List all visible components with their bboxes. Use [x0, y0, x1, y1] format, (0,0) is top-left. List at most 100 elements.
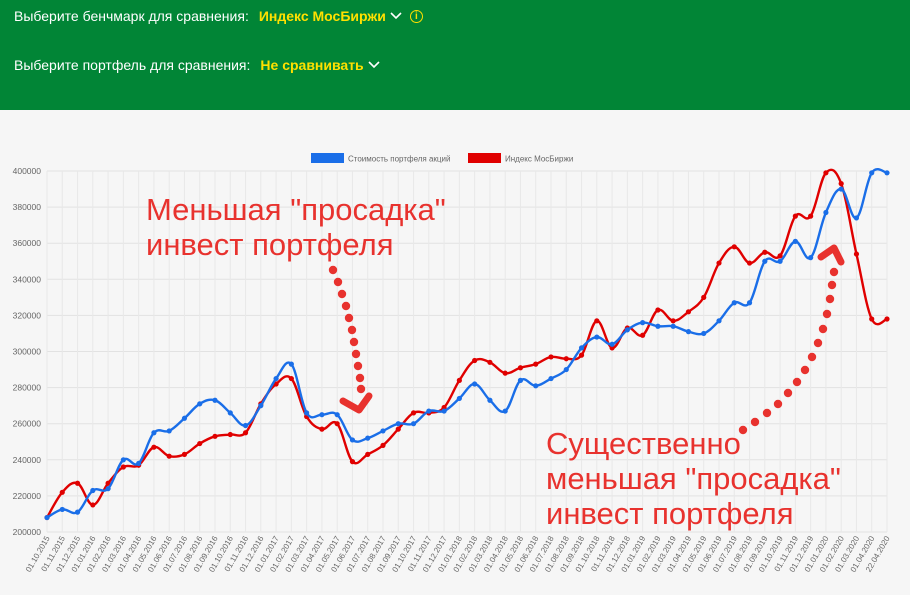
- data-point-portfolio: [105, 486, 111, 492]
- chevron-down-icon: [368, 61, 380, 69]
- data-point-index: [502, 370, 508, 376]
- annotation-top-line-1: Меньшая "просадка": [146, 192, 446, 227]
- data-point-portfolio: [624, 327, 630, 333]
- data-point-index: [456, 377, 462, 383]
- portfolio-row: Выберите портфель для сравнения: Не срав…: [14, 57, 380, 73]
- data-point-portfolio: [304, 410, 310, 416]
- y-tick-label: 200000: [13, 527, 42, 537]
- data-point-portfolio: [548, 375, 554, 382]
- arrow-head: [817, 244, 845, 266]
- data-point-portfolio: [44, 514, 50, 521]
- data-point-portfolio: [563, 366, 569, 373]
- arrow-dot: [750, 417, 760, 427]
- benchmark-select[interactable]: Индекс МосБиржи: [259, 8, 402, 24]
- portfolio-value: Не сравнивать: [260, 57, 364, 73]
- annotation-bottom-line-2: меньшая "просадка": [546, 461, 841, 496]
- chart-legend: Стоимость портфеля акций Индекс МосБиржи: [311, 153, 573, 164]
- data-point-index: [731, 244, 737, 250]
- arrow-dot: [341, 301, 351, 311]
- arrow-dot: [328, 265, 338, 275]
- y-tick-label: 280000: [13, 383, 42, 393]
- info-icon[interactable]: i: [409, 9, 423, 23]
- arrow-dot: [829, 267, 839, 277]
- data-point-portfolio: [517, 377, 524, 383]
- benchmark-value: Индекс МосБиржи: [258, 8, 386, 24]
- chart-area: 200000 220000 240000 260000 280000 300000 3200…: [0, 110, 910, 595]
- data-point-portfolio: [777, 258, 783, 264]
- data-point-index: [640, 332, 646, 338]
- data-point-index: [578, 352, 585, 358]
- data-point-index: [380, 442, 386, 448]
- y-tick-label: 320000: [13, 310, 42, 320]
- benchmark-row: Выберите бенчмарк для сравнения: Индекс …: [14, 8, 423, 24]
- data-point-index: [517, 365, 524, 371]
- annotation-arrows: [328, 244, 845, 435]
- data-point-portfolio: [869, 170, 875, 176]
- data-point-portfolio: [90, 487, 96, 494]
- data-point-portfolio: [594, 334, 600, 340]
- data-point-index: [105, 480, 111, 486]
- data-point-index: [472, 357, 478, 364]
- annotation-top-line-2: инвест портфеля: [146, 227, 394, 262]
- data-point-index: [242, 430, 249, 436]
- data-point-portfolio: [380, 428, 386, 434]
- data-point-index: [670, 318, 676, 324]
- data-point-portfolio: [197, 401, 203, 407]
- data-point-index: [716, 260, 722, 266]
- data-point-portfolio: [853, 215, 860, 221]
- arrow-dot: [353, 361, 363, 371]
- data-point-portfolio: [685, 329, 692, 335]
- data-point-portfolio: [136, 460, 142, 467]
- data-point-index: [746, 260, 753, 266]
- portfolio-select[interactable]: Не сравнивать: [260, 57, 380, 73]
- data-point-portfolio: [151, 430, 157, 436]
- arrow-dot: [792, 377, 802, 387]
- data-point-index: [838, 181, 844, 187]
- data-point-portfolio: [258, 403, 264, 409]
- arrow-dot: [351, 349, 361, 359]
- data-point-portfolio: [242, 422, 249, 429]
- arrow-dot: [349, 337, 359, 347]
- arrow-dot: [783, 388, 793, 398]
- data-point-portfolio: [334, 412, 340, 418]
- arrow-dot: [800, 365, 810, 375]
- data-point-index: [792, 213, 798, 219]
- data-point-portfolio: [441, 408, 447, 414]
- data-point-index: [288, 375, 294, 382]
- data-point-index: [441, 404, 447, 411]
- data-point-portfolio: [288, 361, 294, 367]
- arrow-dot: [333, 277, 343, 287]
- data-point-index: [884, 316, 890, 322]
- arrow-dot: [773, 399, 783, 409]
- y-tick-label: 260000: [13, 419, 42, 429]
- data-point-portfolio: [762, 258, 768, 264]
- data-point-index: [853, 251, 860, 257]
- chevron-down-icon: [390, 12, 402, 20]
- data-point-portfolio: [120, 457, 126, 463]
- data-point-index: [197, 440, 203, 447]
- data-point-index: [90, 502, 96, 508]
- data-point-index: [212, 433, 218, 439]
- data-point-portfolio: [181, 415, 188, 421]
- arrow-dot: [818, 324, 828, 334]
- data-point-index: [74, 480, 81, 486]
- y-tick-label: 380000: [13, 202, 42, 212]
- data-point-portfolio: [365, 435, 371, 441]
- data-point-portfolio: [838, 186, 844, 192]
- benchmark-label: Выберите бенчмарк для сравнения:: [14, 8, 249, 24]
- arrow-dot: [825, 294, 835, 304]
- chart-grid: [46, 170, 888, 533]
- data-point-index: [762, 249, 768, 255]
- data-point-portfolio: [640, 320, 646, 326]
- data-point-index: [655, 307, 661, 313]
- y-tick-label: 340000: [13, 274, 42, 284]
- data-point-portfolio: [670, 323, 676, 329]
- arrow-head: [339, 392, 373, 414]
- data-point-index: [701, 294, 707, 300]
- data-point-portfolio: [395, 421, 401, 427]
- data-point-portfolio: [746, 300, 753, 306]
- arrow-dot: [347, 325, 357, 335]
- data-point-portfolio: [609, 341, 615, 347]
- chart-series: [44, 168, 890, 521]
- y-axis: 200000 220000 240000 260000 280000 300000 3200…: [13, 166, 42, 537]
